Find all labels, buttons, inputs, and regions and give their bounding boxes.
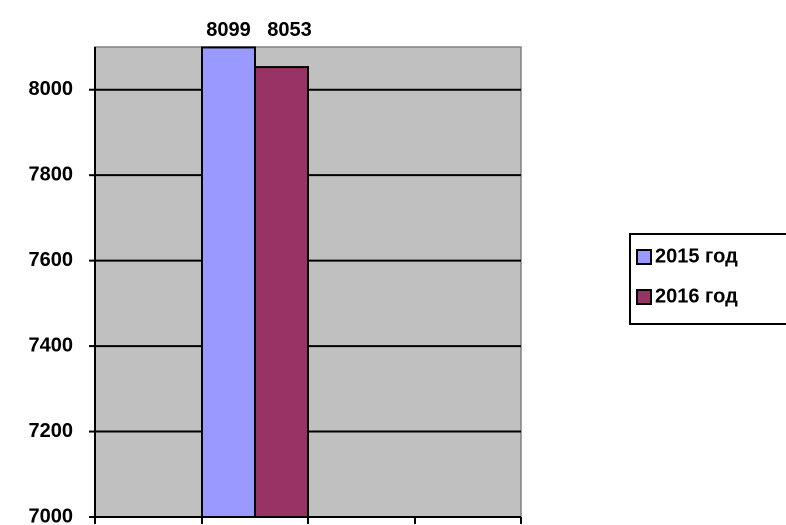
legend-label: 2016 год	[655, 285, 738, 307]
data-labels: 8099 8053	[206, 19, 312, 41]
legend-swatch	[636, 289, 652, 305]
bars	[201, 46, 309, 518]
y-tick-label: 7600	[29, 249, 74, 271]
legend: 2015 год 2016 год	[629, 233, 786, 325]
y-tick-label: 8000	[29, 78, 74, 100]
bar-2016	[254, 66, 309, 518]
legend-label: 2015 год	[655, 245, 738, 267]
y-tick-label: 7200	[29, 420, 74, 442]
bar-2015	[201, 46, 256, 518]
y-tick-label: 7000	[29, 505, 74, 525]
y-axis: 7000 7200 7400 7600 7800 8000	[29, 47, 96, 525]
y-tick-label: 7800	[29, 163, 74, 185]
data-label: 8053	[267, 19, 312, 41]
y-tick-label: 7400	[29, 334, 74, 356]
legend-box	[629, 233, 786, 325]
x-axis	[94, 516, 522, 524]
legend-swatch	[636, 249, 652, 265]
data-label: 8099	[206, 19, 251, 41]
